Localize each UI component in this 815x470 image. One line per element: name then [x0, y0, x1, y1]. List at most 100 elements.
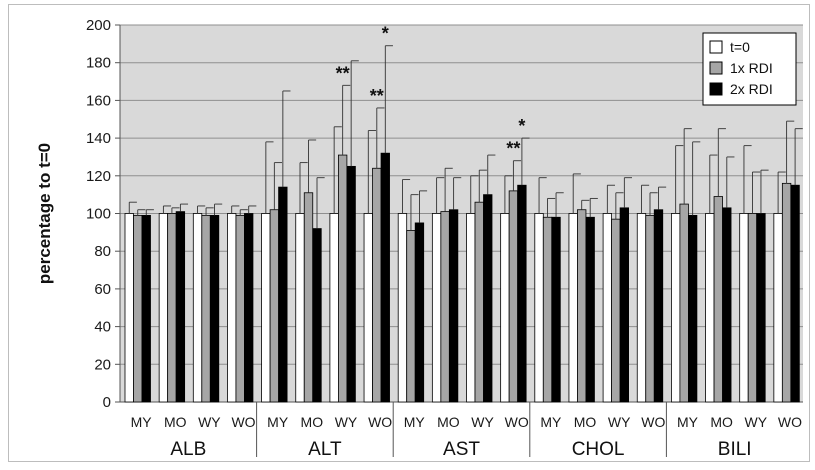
subgroup-label: MY	[131, 414, 153, 430]
subgroup-label: WY	[471, 414, 494, 430]
bar-ALT-MO-t=0	[295, 213, 305, 403]
subgroup-label: WO	[231, 414, 255, 430]
legend-label-2: 1x RDI	[730, 60, 773, 76]
bar-AST-MY-t=0	[397, 213, 408, 403]
legend-swatch-2	[709, 61, 723, 75]
bar-ALB-MO-1x RDI	[167, 213, 177, 403]
bar-ALB-MY-1x RDI	[133, 214, 143, 403]
bar-CHOL-MY-t=0	[534, 213, 544, 403]
subgroup-label: WO	[778, 414, 802, 430]
subgroup-label: MY	[540, 414, 562, 430]
bar-CHOL-WY-t=0	[602, 213, 612, 403]
subgroup-label: WY	[335, 414, 358, 430]
bar-CHOL-MO-t=0	[568, 213, 578, 403]
chart-frame	[8, 4, 810, 462]
legend-swatch-1	[709, 40, 723, 54]
y-tick-label: 140	[86, 130, 111, 147]
y-tick-label: 160	[86, 92, 111, 109]
subgroup-label: MY	[404, 414, 426, 430]
y-tick-label: 60	[94, 281, 111, 298]
bar-CHOL-MY-1x RDI	[542, 216, 553, 403]
subgroup-label: MO	[574, 414, 597, 430]
significance-marker: **	[370, 86, 384, 106]
bar-AST-MO-2x RDI	[448, 209, 459, 403]
subgroup-label: WO	[505, 414, 529, 430]
bar-BILI-MO-t=0	[705, 213, 715, 403]
significance-marker: **	[336, 63, 350, 83]
legend-label-3: 2x RDI	[730, 81, 773, 97]
subgroup-label: MO	[301, 414, 324, 430]
bar-ALT-WY-1x RDI	[337, 154, 348, 403]
y-tick-label: 0	[103, 394, 111, 411]
subgroup-label: WY	[608, 414, 631, 430]
bar-BILI-WY-1x RDI	[747, 213, 758, 403]
bar-BILI-MY-1x RDI	[679, 203, 689, 403]
bar-ALT-WY-t=0	[329, 213, 339, 403]
bar-ALT-MY-t=0	[261, 213, 271, 403]
bar-AST-WY-t=0	[466, 213, 476, 403]
legend-swatch-3	[709, 82, 723, 96]
group-label: ALB	[170, 439, 206, 460]
bar-BILI-WY-2x RDI	[756, 213, 766, 403]
bar-BILI-WO-t=0	[773, 213, 783, 403]
bar-ALB-MY-t=0	[124, 213, 134, 403]
bar-BILI-MY-t=0	[671, 213, 681, 403]
group-label: AST	[443, 439, 480, 460]
bar-ALT-WO-1x RDI	[372, 167, 382, 403]
bar-AST-WO-2x RDI	[517, 184, 527, 403]
bar-BILI-MY-2x RDI	[688, 214, 698, 403]
bar-CHOL-WO-2x RDI	[653, 209, 664, 403]
bar-ALT-MO-1x RDI	[303, 192, 314, 403]
subgroup-label: WO	[368, 414, 392, 430]
bar-AST-WO-1x RDI	[508, 190, 519, 403]
y-tick-label: 80	[94, 243, 111, 260]
bar-BILI-WO-1x RDI	[781, 182, 792, 403]
subgroup-label: MO	[164, 414, 187, 430]
bar-ALB-WY-t=0	[192, 213, 203, 403]
significance-marker: *	[382, 24, 389, 44]
subgroup-label: WY	[744, 414, 767, 430]
y-tick-label: 200	[86, 17, 111, 34]
bar-AST-MY-2x RDI	[414, 222, 425, 403]
bar-ALT-MO-2x RDI	[312, 228, 322, 403]
subgroup-label: WY	[198, 414, 221, 430]
bar-BILI-MO-1x RDI	[713, 196, 723, 403]
y-axis-title: percentage to t=0	[35, 143, 54, 284]
group-label: CHOL	[572, 439, 625, 460]
bar-ALT-MY-2x RDI	[278, 186, 288, 403]
bar-CHOL-MO-1x RDI	[577, 209, 587, 403]
bar-ALB-WY-2x RDI	[209, 214, 220, 403]
bar-ALB-MY-2x RDI	[141, 214, 151, 403]
subgroup-label: MY	[267, 414, 289, 430]
bar-BILI-WO-2x RDI	[790, 184, 800, 403]
bar-ALT-WY-2x RDI	[346, 165, 356, 403]
subgroup-label: MO	[710, 414, 733, 430]
bar-CHOL-MY-2x RDI	[551, 216, 561, 403]
group-label: ALT	[308, 439, 342, 460]
subgroup-label: MO	[437, 414, 460, 430]
legend-label-1: t=0	[730, 39, 750, 55]
bar-AST-WO-t=0	[500, 213, 510, 403]
bar-CHOL-WO-t=0	[636, 213, 647, 403]
y-tick-label: 180	[86, 55, 111, 72]
bar-ALB-WO-2x RDI	[244, 213, 254, 403]
subgroup-label: WO	[641, 414, 665, 430]
bar-CHOL-WY-1x RDI	[611, 218, 621, 403]
bar-ALT-WO-t=0	[363, 213, 373, 403]
bar-ALB-WO-1x RDI	[235, 214, 245, 403]
bar-ALT-MY-1x RDI	[269, 209, 280, 403]
significance-marker: *	[518, 116, 525, 136]
bar-BILI-MO-2x RDI	[722, 207, 732, 403]
subgroup-label: MY	[677, 414, 699, 430]
bar-AST-WY-2x RDI	[483, 194, 493, 403]
bar-ALB-WO-t=0	[227, 213, 237, 403]
bar-ALB-MO-t=0	[158, 213, 169, 403]
bar-AST-WY-1x RDI	[474, 201, 484, 403]
y-tick-label: 100	[86, 206, 111, 223]
bar-AST-MO-1x RDI	[440, 211, 450, 403]
y-tick-label: 40	[94, 319, 111, 336]
bar-BILI-WY-t=0	[739, 213, 749, 403]
bar-ALB-MO-2x RDI	[175, 211, 186, 403]
bar-CHOL-WO-1x RDI	[645, 214, 655, 403]
